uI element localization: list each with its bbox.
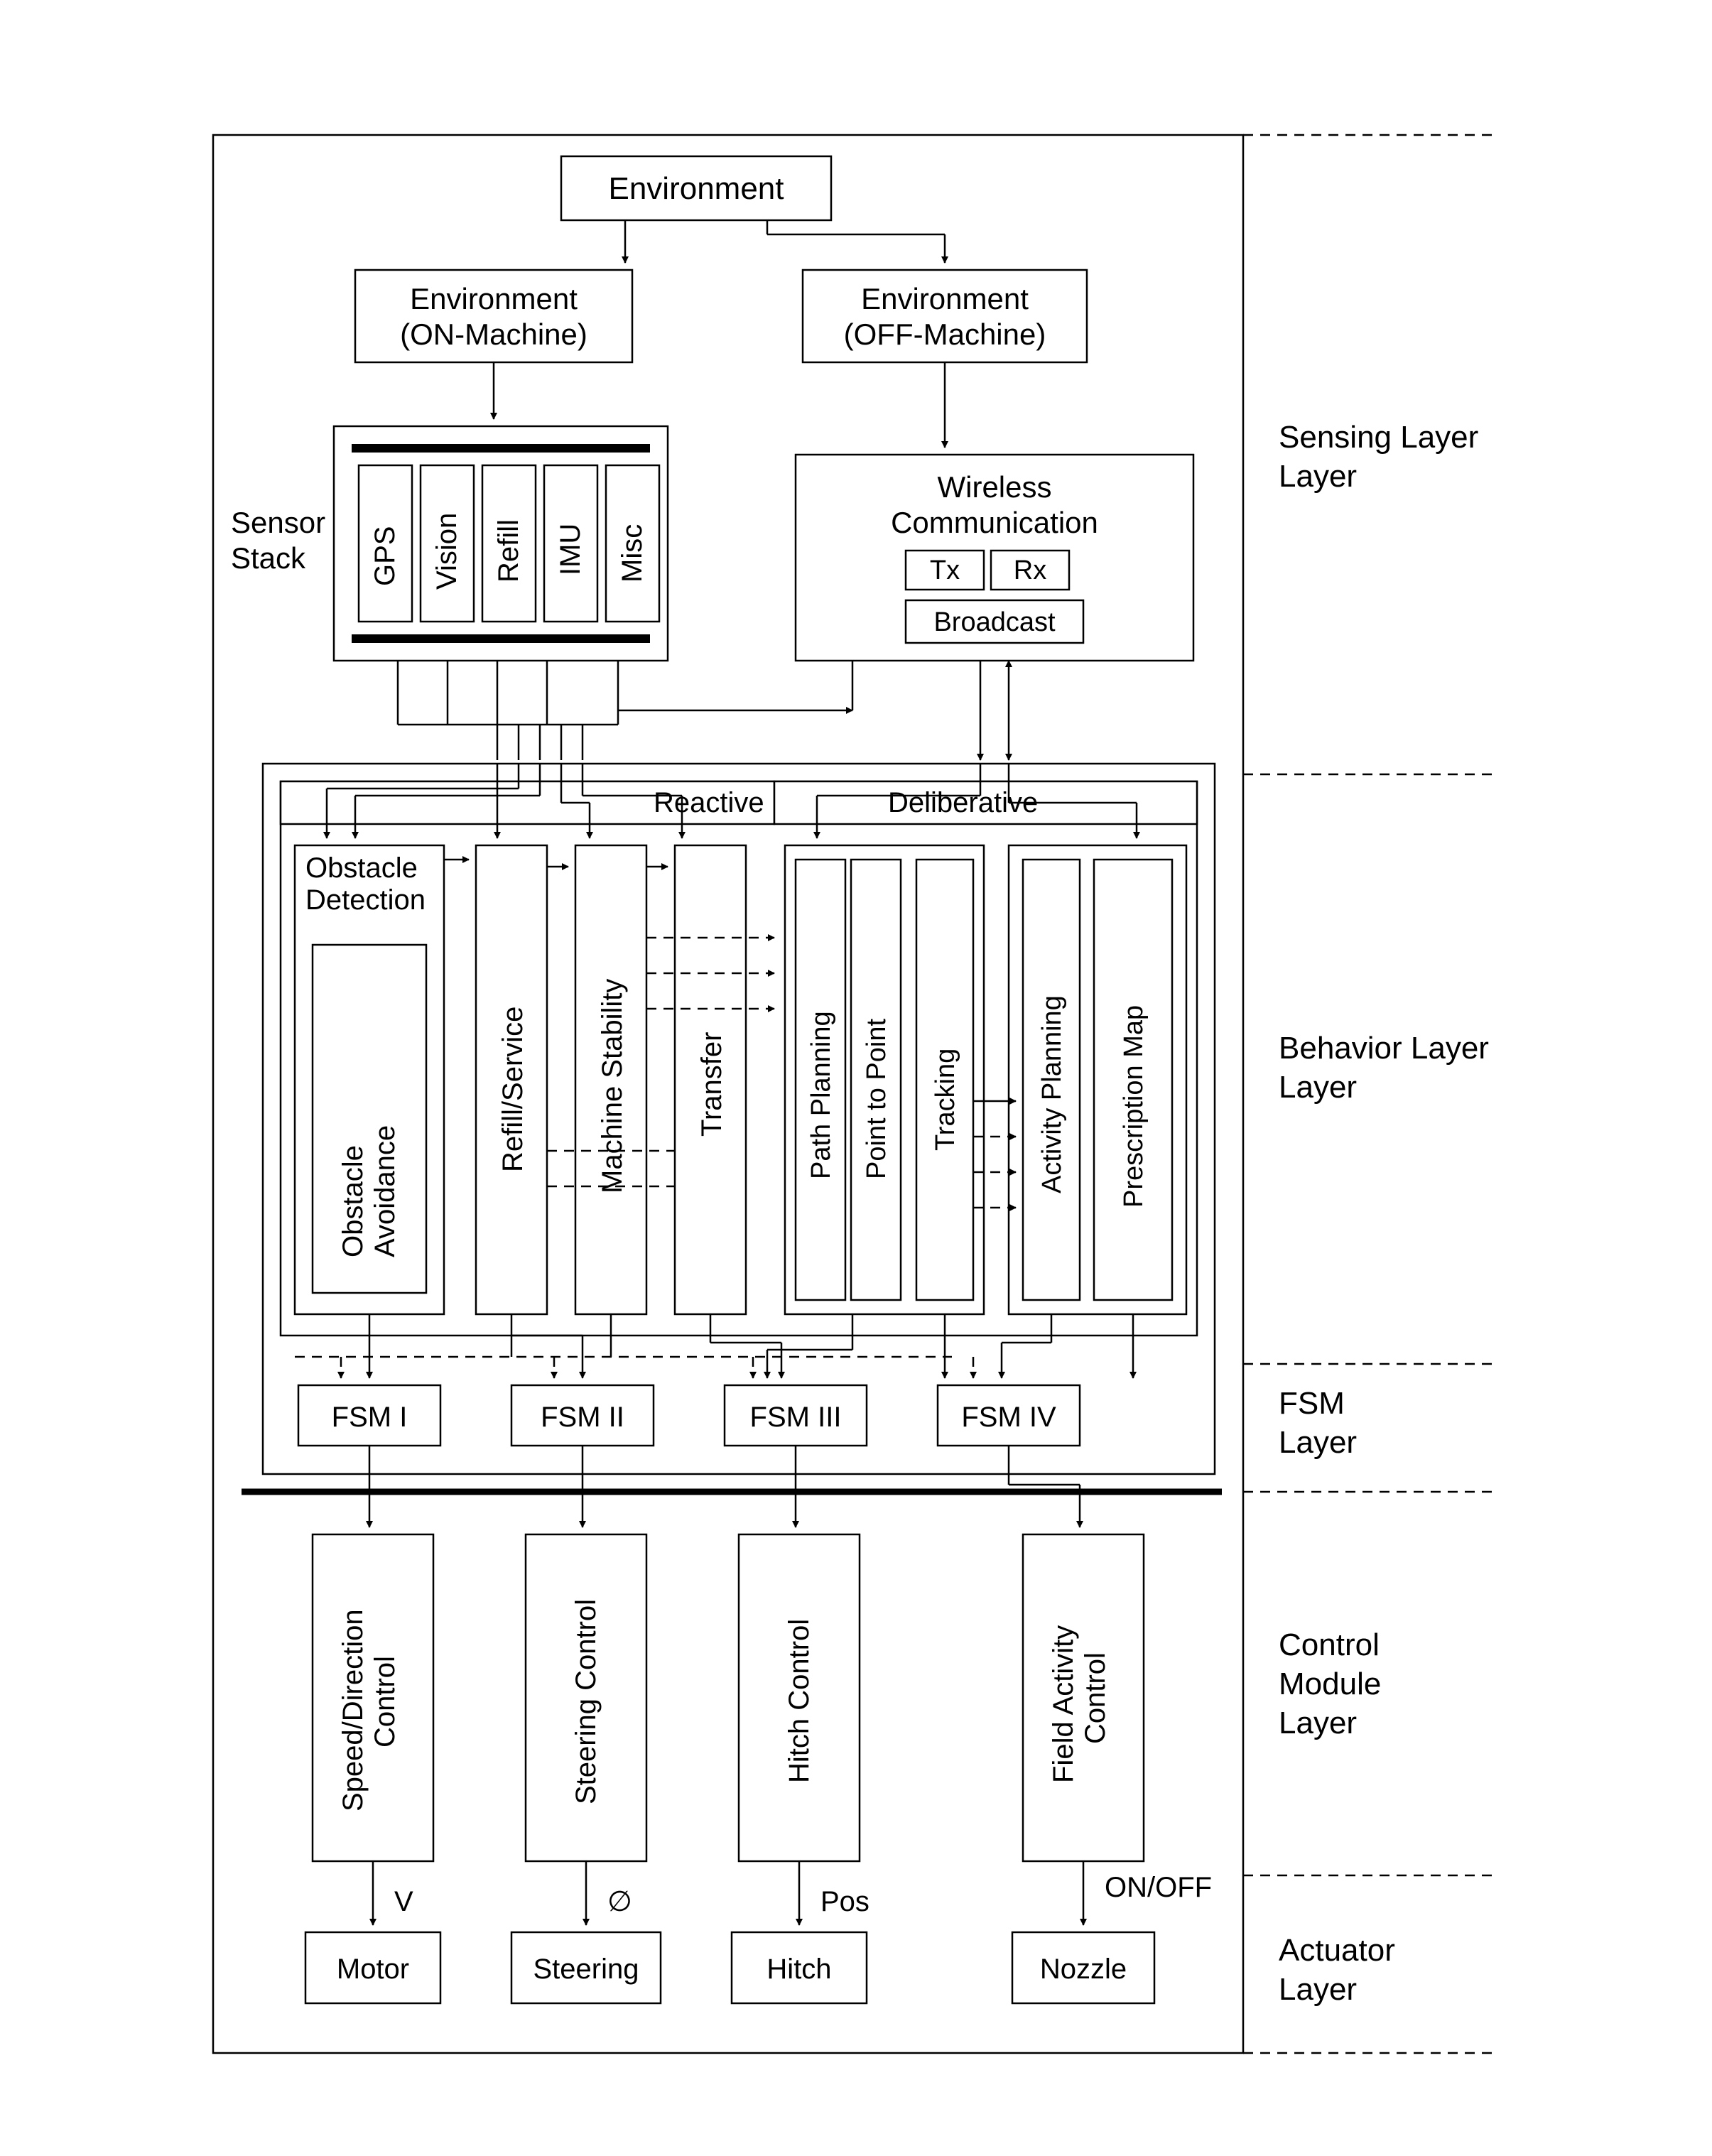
sensor-vision: Vision: [431, 513, 462, 590]
node-steering-control: Steering Control: [570, 1599, 602, 1804]
svg-text:(ON-Machine): (ON-Machine): [400, 318, 587, 351]
svg-text:(OFF-Machine): (OFF-Machine): [844, 318, 1046, 351]
signal-v: V: [394, 1886, 413, 1917]
node-prescription-map: Prescription Map: [1119, 1005, 1149, 1208]
svg-text:Control: Control: [369, 1656, 401, 1748]
svg-text:Layer: Layer: [1279, 1425, 1357, 1460]
node-environment: Environment: [608, 171, 784, 206]
sensor-stack-label: Sensor: [231, 506, 325, 539]
node-env-on: Environment: [410, 282, 578, 315]
sensor-gps: GPS: [369, 526, 401, 586]
layer-actuator: Actuator: [1279, 1933, 1395, 1968]
node-broadcast: Broadcast: [933, 607, 1056, 637]
svg-text:Detection: Detection: [305, 884, 426, 916]
sensor-imu: IMU: [555, 524, 586, 575]
sensor-refill: Refill: [493, 519, 524, 583]
signal-pos: Pos: [820, 1886, 869, 1917]
node-refill-service: Refill/Service: [497, 1007, 529, 1172]
node-nozzle: Nozzle: [1040, 1954, 1127, 1985]
diagram: Sensing Layer Layer Behavior Layer Layer…: [0, 0, 1712, 2156]
node-path-planning: Path Planning: [806, 1011, 836, 1179]
svg-text:Communication: Communication: [891, 506, 1098, 539]
signal-onoff: ON/OFF: [1105, 1872, 1212, 1903]
node-steering: Steering: [533, 1954, 639, 1985]
node-env-off: Environment: [861, 282, 1029, 315]
signal-phi: ∅: [607, 1886, 632, 1917]
sensor-misc: Misc: [617, 524, 648, 583]
svg-text:Avoidance: Avoidance: [369, 1125, 401, 1257]
node-field-activity: Field Activity: [1048, 1625, 1079, 1783]
node-activity-planning: Activity Planning: [1037, 995, 1067, 1193]
layer-behavior: Behavior Layer: [1279, 1031, 1489, 1066]
node-tx: Tx: [930, 556, 960, 585]
node-obstacle-detection: Obstacle: [305, 852, 418, 884]
node-fsm3: FSM III: [750, 1402, 842, 1433]
node-fsm4: FSM IV: [961, 1402, 1056, 1433]
node-transfer: Transfer: [696, 1032, 727, 1137]
node-fsm2: FSM II: [541, 1402, 624, 1433]
svg-text:Layer: Layer: [1279, 1972, 1357, 2007]
node-point-to-point: Point to Point: [862, 1019, 892, 1179]
node-hitch-control: Hitch Control: [784, 1619, 815, 1783]
node-wireless: Wireless: [937, 470, 1051, 504]
layer-sensing: Sensing Layer: [1279, 420, 1478, 455]
layer-control: Control: [1279, 1627, 1380, 1662]
node-hitch: Hitch: [766, 1954, 831, 1985]
layer-fsm: FSM: [1279, 1386, 1345, 1421]
node-fsm1: FSM I: [332, 1402, 408, 1433]
node-rx: Rx: [1014, 556, 1046, 585]
node-obstacle-avoidance: Obstacle: [337, 1145, 369, 1257]
node-tracking: Tracking: [931, 1049, 960, 1151]
svg-text:Layer: Layer: [1279, 1070, 1357, 1105]
svg-text:Layer: Layer: [1279, 459, 1357, 494]
svg-text:Layer: Layer: [1279, 1706, 1357, 1740]
svg-text:Control: Control: [1080, 1652, 1111, 1744]
node-motor: Motor: [337, 1954, 409, 1985]
node-reactive: Reactive: [654, 787, 764, 818]
node-speed-control: Speed/Direction: [337, 1609, 369, 1811]
svg-text:Module: Module: [1279, 1667, 1381, 1701]
svg-text:Stack: Stack: [231, 541, 306, 575]
node-machine-stability: Machine Stability: [597, 979, 628, 1193]
